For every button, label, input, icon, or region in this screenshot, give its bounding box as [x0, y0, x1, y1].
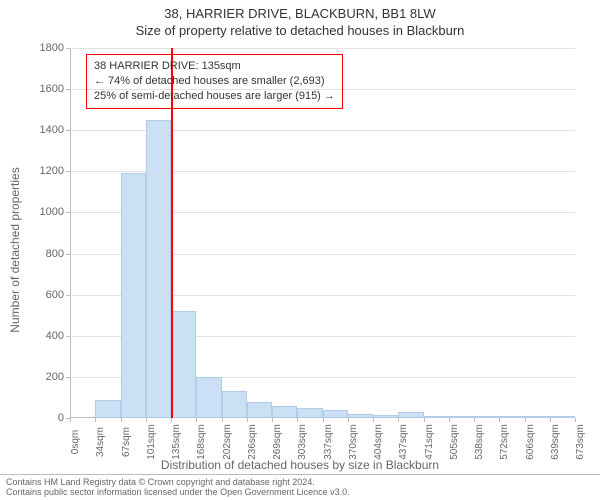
x-tick [95, 418, 96, 422]
histogram-bar [499, 416, 524, 418]
page-subtitle: Size of property relative to detached ho… [0, 21, 600, 38]
y-axis-line [70, 48, 71, 418]
histogram-bar [272, 406, 297, 418]
x-tick-label: 538sqm [474, 424, 485, 460]
x-tick-label: 236sqm [247, 424, 258, 460]
y-tick-label: 1000 [40, 206, 64, 218]
histogram-bar [247, 402, 272, 418]
footer-line-2: Contains public sector information licen… [6, 488, 594, 498]
histogram-bar [297, 408, 322, 418]
plot-area: 0200400600800100012001400160018000sqm34s… [70, 48, 575, 418]
histogram-bar [398, 412, 423, 418]
x-tick-label: 606sqm [525, 424, 536, 460]
callout-box: 38 HARRIER DRIVE: 135sqm← 74% of detache… [86, 54, 343, 109]
y-tick-label: 1400 [40, 124, 64, 136]
x-tick [222, 418, 223, 422]
x-tick-label: 471sqm [424, 424, 435, 460]
x-tick [348, 418, 349, 422]
histogram-bar [525, 416, 550, 418]
y-tick [66, 254, 70, 255]
x-tick [525, 418, 526, 422]
histogram-bar [196, 377, 221, 418]
x-tick-label: 269sqm [272, 424, 283, 460]
grid-line [70, 48, 575, 49]
x-tick [171, 418, 172, 422]
y-axis-label: Number of detached properties [8, 167, 22, 332]
x-tick-label: 404sqm [373, 424, 384, 460]
x-tick [272, 418, 273, 422]
y-tick-label: 400 [46, 330, 64, 342]
x-tick [474, 418, 475, 422]
x-tick [550, 418, 551, 422]
x-tick-label: 135sqm [171, 424, 182, 460]
histogram-bar [424, 416, 449, 418]
x-tick [247, 418, 248, 422]
x-tick [575, 418, 576, 422]
callout-line: 25% of semi-detached houses are larger (… [94, 89, 335, 104]
y-tick-label: 1800 [40, 42, 64, 54]
page-title: 38, HARRIER DRIVE, BLACKBURN, BB1 8LW [0, 0, 600, 21]
x-tick [196, 418, 197, 422]
x-tick-label: 437sqm [398, 424, 409, 460]
histogram-bar [474, 416, 499, 418]
x-tick [121, 418, 122, 422]
callout-line: ← 74% of detached houses are smaller (2,… [94, 74, 335, 89]
x-tick [70, 418, 71, 422]
x-tick-label: 202sqm [222, 424, 233, 460]
x-tick-label: 34sqm [95, 427, 106, 457]
histogram-bar [222, 391, 247, 418]
x-tick-label: 168sqm [196, 424, 207, 460]
y-tick-label: 600 [46, 289, 64, 301]
histogram-bar [146, 120, 171, 418]
callout-line: 38 HARRIER DRIVE: 135sqm [94, 59, 335, 74]
y-tick-label: 0 [58, 412, 64, 424]
histogram-bar [95, 400, 120, 419]
histogram-bar [550, 416, 575, 418]
x-tick [449, 418, 450, 422]
y-tick-label: 1600 [40, 83, 64, 95]
y-tick [66, 130, 70, 131]
x-tick [297, 418, 298, 422]
x-tick-label: 303sqm [297, 424, 308, 460]
y-tick [66, 377, 70, 378]
histogram-bar [373, 415, 398, 418]
y-tick [66, 212, 70, 213]
chart-container: 38, HARRIER DRIVE, BLACKBURN, BB1 8LW Si… [0, 0, 600, 500]
histogram-bar [449, 416, 474, 418]
footer: Contains HM Land Registry data © Crown c… [0, 474, 600, 500]
x-tick [398, 418, 399, 422]
y-tick-label: 1200 [40, 165, 64, 177]
x-tick-label: 505sqm [449, 424, 460, 460]
x-tick [499, 418, 500, 422]
x-axis-label: Distribution of detached houses by size … [161, 458, 439, 472]
x-tick-label: 101sqm [146, 424, 157, 460]
x-tick-label: 337sqm [323, 424, 334, 460]
y-tick [66, 48, 70, 49]
x-tick-label: 572sqm [499, 424, 510, 460]
x-tick [323, 418, 324, 422]
histogram-bar [323, 410, 348, 418]
x-tick [424, 418, 425, 422]
y-tick [66, 171, 70, 172]
y-tick-label: 800 [46, 248, 64, 260]
x-tick-label: 370sqm [348, 424, 359, 460]
y-tick [66, 336, 70, 337]
histogram-bar [348, 414, 373, 418]
x-tick [146, 418, 147, 422]
x-tick-label: 639sqm [550, 424, 561, 460]
x-tick-label: 0sqm [70, 430, 81, 454]
y-tick-label: 200 [46, 371, 64, 383]
histogram-bar [171, 311, 196, 418]
y-tick [66, 89, 70, 90]
x-tick [373, 418, 374, 422]
y-tick [66, 295, 70, 296]
x-tick-label: 673sqm [575, 424, 586, 460]
histogram-bar [121, 173, 146, 418]
x-tick-label: 67sqm [121, 427, 132, 457]
